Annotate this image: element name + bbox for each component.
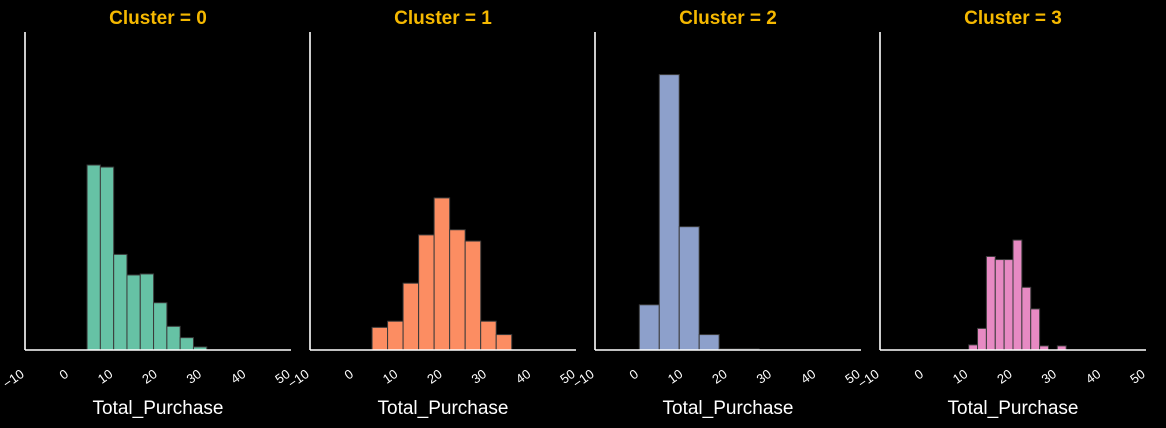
x-tick-labels: −10 0 10 20 30 40 50 [285,366,578,391]
x-tick-label: −10 [285,366,312,391]
x-axis-label: Total_Purchase [378,398,509,419]
histogram-bar [977,327,987,351]
histogram-bar [658,74,680,351]
panel-title: Cluster = 0 [109,8,207,29]
x-tick-labels: −10 0 10 20 30 40 50 [855,366,1148,391]
histogram-bar [1003,259,1014,351]
histogram-bars [86,164,208,351]
histogram-bar [418,234,435,351]
histogram-bar [113,253,128,351]
histogram-bar [1021,286,1032,351]
x-tick-label: 0 [342,366,357,382]
x-tick-label: 30 [1039,366,1059,387]
x-tick-label: −10 [570,366,597,391]
histogram-bar [480,320,497,351]
x-tick-label: 30 [754,366,774,387]
histogram-bar [638,304,660,351]
x-tick-labels: −10 0 10 20 30 40 50 [0,366,293,391]
x-tick-label: 20 [424,366,444,387]
x-tick-label: 40 [798,366,818,387]
histogram-bar [387,320,404,351]
x-tick-label: −10 [0,366,27,391]
histogram-bar [139,273,155,351]
histogram-bar [464,240,482,351]
panel-title: Cluster = 2 [679,8,777,29]
x-tick-label: 0 [627,366,642,382]
histogram-bar [402,282,420,351]
facet-panel-0: −10 0 10 20 30 40 50 Cluster = 0 Total_Purchase [0,8,293,419]
x-tick-label: 50 [1127,366,1147,387]
histogram-bar [433,197,451,351]
histogram-bars [638,74,760,351]
x-tick-label: 50 [272,366,292,387]
histogram-bar [371,326,389,351]
x-tick-label: 20 [709,366,729,387]
x-tick-label: 10 [665,366,685,387]
x-tick-label: −10 [855,366,882,391]
histogram-bars [968,239,1067,351]
x-tick-label: 0 [57,366,72,382]
x-tick-label: 50 [557,366,577,387]
panel-title: Cluster = 1 [394,8,492,29]
histogram-bar [126,274,141,351]
x-tick-label: 30 [184,366,204,387]
facet-panel-2: −10 0 10 20 30 40 50 Cluster = 2 Total_Purchase [570,8,863,419]
histogram-bar [99,166,115,351]
x-axis-label: Total_Purchase [948,398,1079,419]
x-axis-label: Total_Purchase [93,398,224,419]
x-tick-label: 40 [228,366,248,387]
histogram-bar [1030,308,1041,351]
x-tick-label: 20 [139,366,159,387]
histogram-bar [678,226,700,351]
x-tick-label: 40 [1083,366,1103,387]
histogram-bar [985,255,996,351]
histogram-bar [698,334,720,351]
facet-panel-1: −10 0 10 20 30 40 50 Cluster = 1 Total_Purchase [285,8,578,419]
x-tick-label: 20 [994,366,1014,387]
histogram-bar [994,259,1005,351]
x-tick-label: 50 [842,366,862,387]
histogram-bars [371,197,513,351]
histogram-bar [495,334,513,351]
facet-panel-3: −10 0 10 20 30 40 50 Cluster = 3 Total_Purchase [855,8,1148,419]
x-tick-label: 0 [912,366,927,382]
x-tick-label: 40 [513,366,533,387]
x-axis-label: Total_Purchase [663,398,794,419]
x-tick-label: 30 [469,366,489,387]
histogram-bar [166,325,181,351]
histogram-bar [1012,239,1023,351]
x-tick-label: 10 [950,366,970,387]
histogram-bar [153,302,168,351]
histogram-bar [449,229,466,351]
x-tick-label: 10 [95,366,115,387]
histogram-bar [86,164,101,351]
histogram-bar [179,337,194,351]
x-tick-label: 10 [380,366,400,387]
panel-title: Cluster = 3 [964,8,1062,29]
x-tick-labels: −10 0 10 20 30 40 50 [570,366,863,391]
